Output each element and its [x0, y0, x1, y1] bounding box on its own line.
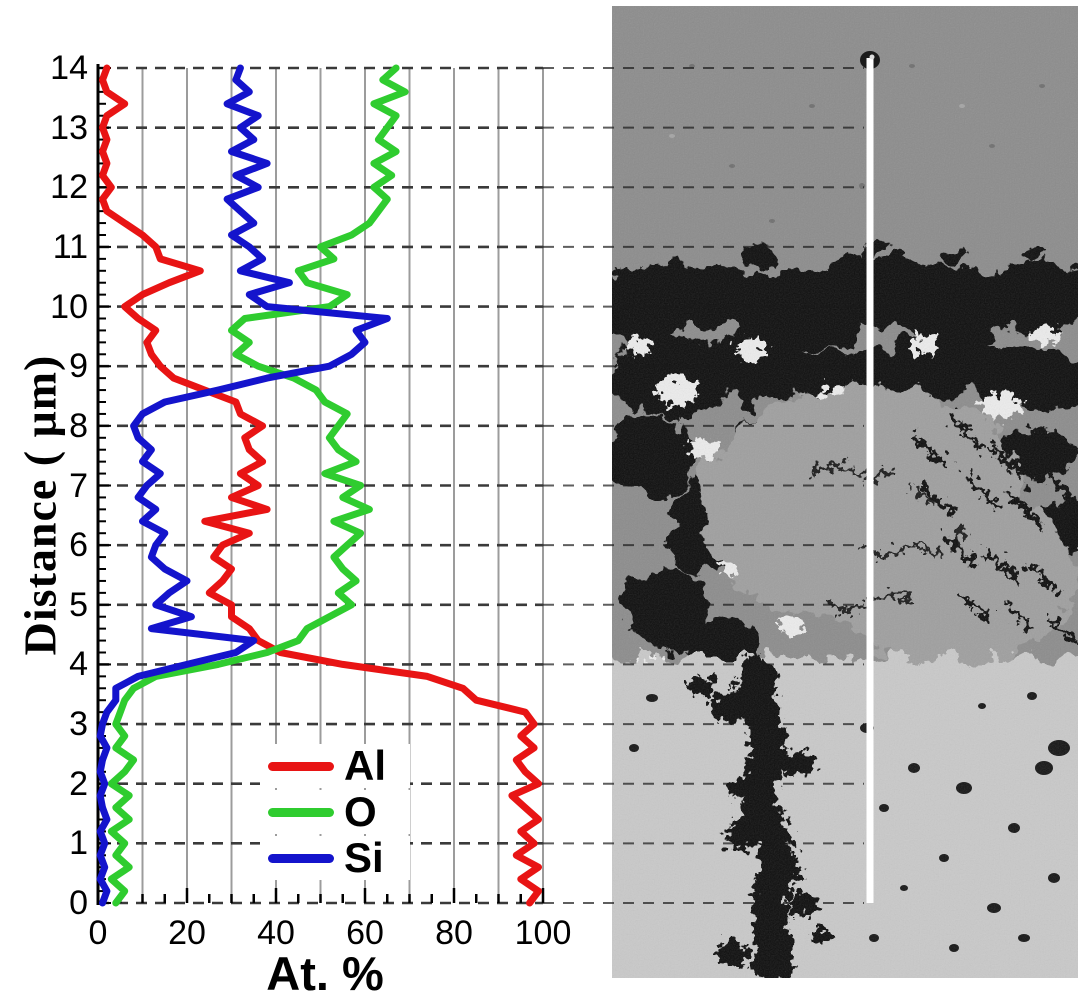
sem-micrograph [587, 6, 1080, 1005]
x-tick-label: 40 [257, 914, 295, 952]
y-tick-label: 0 [69, 884, 88, 922]
y-tick-label: 11 [52, 227, 88, 266]
y-tick-label: 8 [69, 406, 88, 445]
y-tick-label: 6 [69, 526, 88, 565]
sem-texture [587, 6, 1080, 1005]
legend-entry-si: Si [260, 836, 410, 880]
legend-si-label: Si [344, 834, 384, 881]
y-tick-label: 14 [50, 49, 88, 87]
x-tick-label: 60 [346, 914, 384, 952]
y-tick-label: 12 [50, 168, 88, 207]
legend-entry-al: Al [260, 744, 410, 788]
legend-al-label: Al [344, 742, 386, 789]
y-tick-label: 9 [69, 347, 88, 386]
y-tick-label: 13 [50, 108, 88, 147]
x-tick-label: 80 [435, 914, 473, 952]
y-tick-label: 4 [69, 645, 88, 684]
chart-legend: Al O Si [260, 744, 410, 882]
y-tick-label: 10 [50, 287, 88, 326]
legend-o-line-swatch [268, 807, 334, 817]
legend-entry-o: O [260, 790, 410, 834]
x-tick-label: 0 [88, 914, 108, 952]
x-tick-label: 20 [168, 914, 206, 952]
y-tick-label: 3 [69, 705, 88, 744]
legend-si-line-swatch [268, 853, 334, 863]
legend-al-line-swatch [268, 761, 334, 771]
y-tick-label: 1 [69, 824, 88, 863]
y-tick-label: 7 [69, 466, 88, 505]
y-tick-label: 2 [69, 764, 88, 803]
x-axis-title: At. % [266, 947, 384, 1000]
legend-o-label: O [344, 788, 377, 835]
x-tick-label: 100 [514, 914, 572, 952]
y-tick-label: 5 [69, 585, 88, 624]
